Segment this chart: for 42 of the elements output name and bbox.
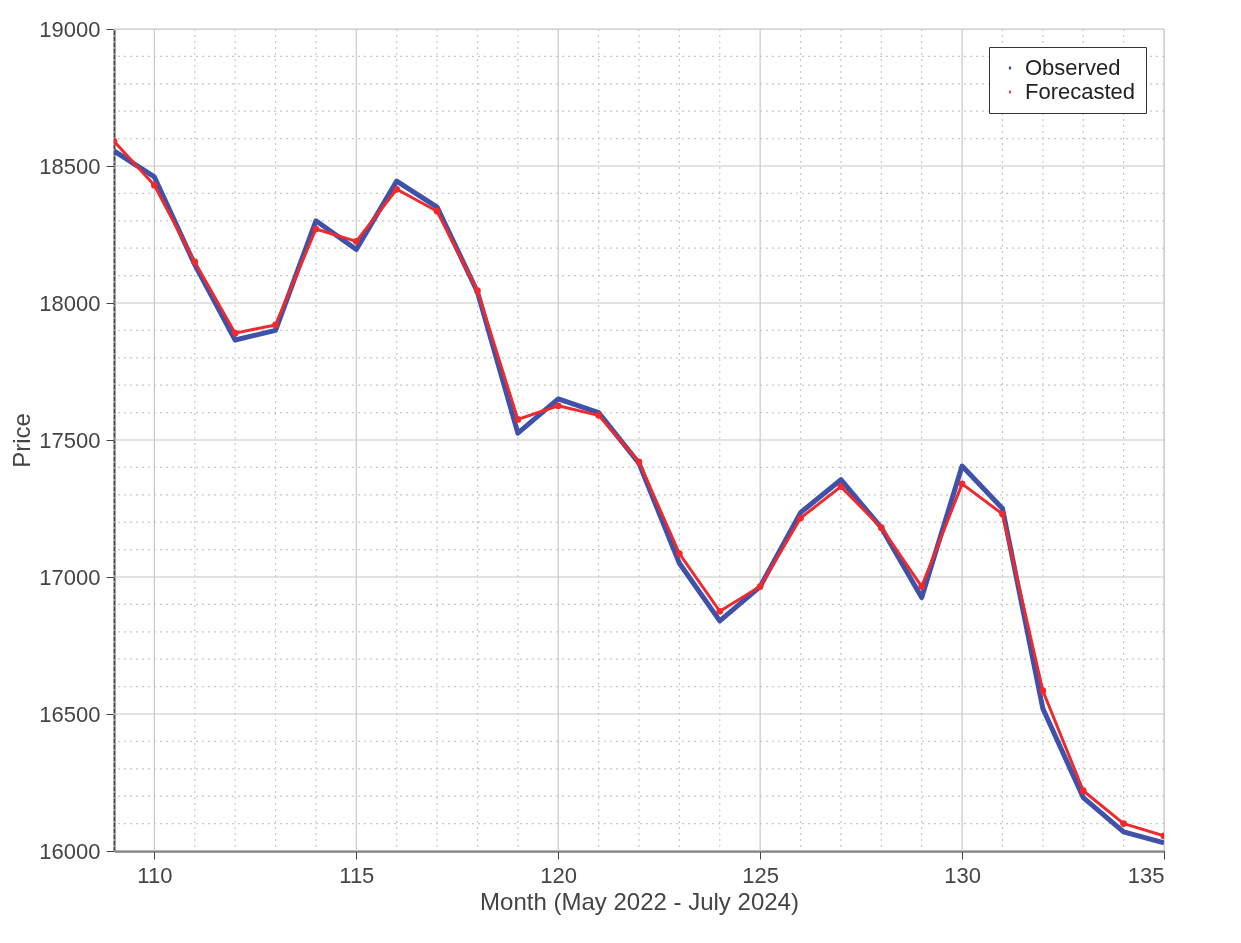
- point: [676, 550, 683, 558]
- y-tick-label: 16000: [39, 838, 101, 864]
- y-tick-label: 18500: [39, 153, 101, 179]
- point: [958, 480, 966, 488]
- point: [514, 416, 522, 423]
- y-tick-label: 16500: [39, 701, 101, 727]
- x-tick-label: 130: [944, 862, 981, 888]
- point: [352, 238, 360, 245]
- point: [595, 411, 602, 419]
- point: [151, 181, 158, 189]
- point: [1079, 787, 1087, 795]
- point: [635, 458, 643, 466]
- point: [433, 207, 441, 215]
- x-tick-label: 115: [339, 862, 375, 888]
- x-tick-label: 110: [137, 862, 173, 888]
- point: [393, 185, 401, 193]
- point: [999, 510, 1006, 518]
- legend-label: Forecasted: [1025, 79, 1136, 104]
- point: [312, 225, 320, 233]
- x-tick-label: 120: [540, 862, 578, 888]
- point: [837, 483, 845, 490]
- point: [877, 524, 885, 532]
- x-tick-label: 135: [1127, 862, 1165, 888]
- point: [191, 258, 199, 266]
- point: [716, 607, 724, 615]
- point: [554, 402, 562, 410]
- point: [756, 583, 764, 590]
- x-axis-title: Month (May 2022 - July 2024): [480, 887, 799, 915]
- point: [1039, 687, 1047, 695]
- point: [918, 583, 926, 590]
- y-tick-label: 17000: [39, 564, 101, 590]
- y-axis-title: Price: [8, 413, 36, 468]
- point: [797, 514, 804, 522]
- point: [231, 329, 239, 337]
- x-tick-label: 125: [742, 862, 780, 888]
- point: [272, 321, 279, 329]
- y-tick-label: 17500: [39, 427, 101, 453]
- point: [474, 287, 481, 295]
- y-tick-label: 19000: [39, 16, 101, 42]
- legend-label: Observed: [1025, 55, 1121, 80]
- y-tick-label: 18000: [39, 290, 101, 316]
- point: [1120, 820, 1127, 827]
